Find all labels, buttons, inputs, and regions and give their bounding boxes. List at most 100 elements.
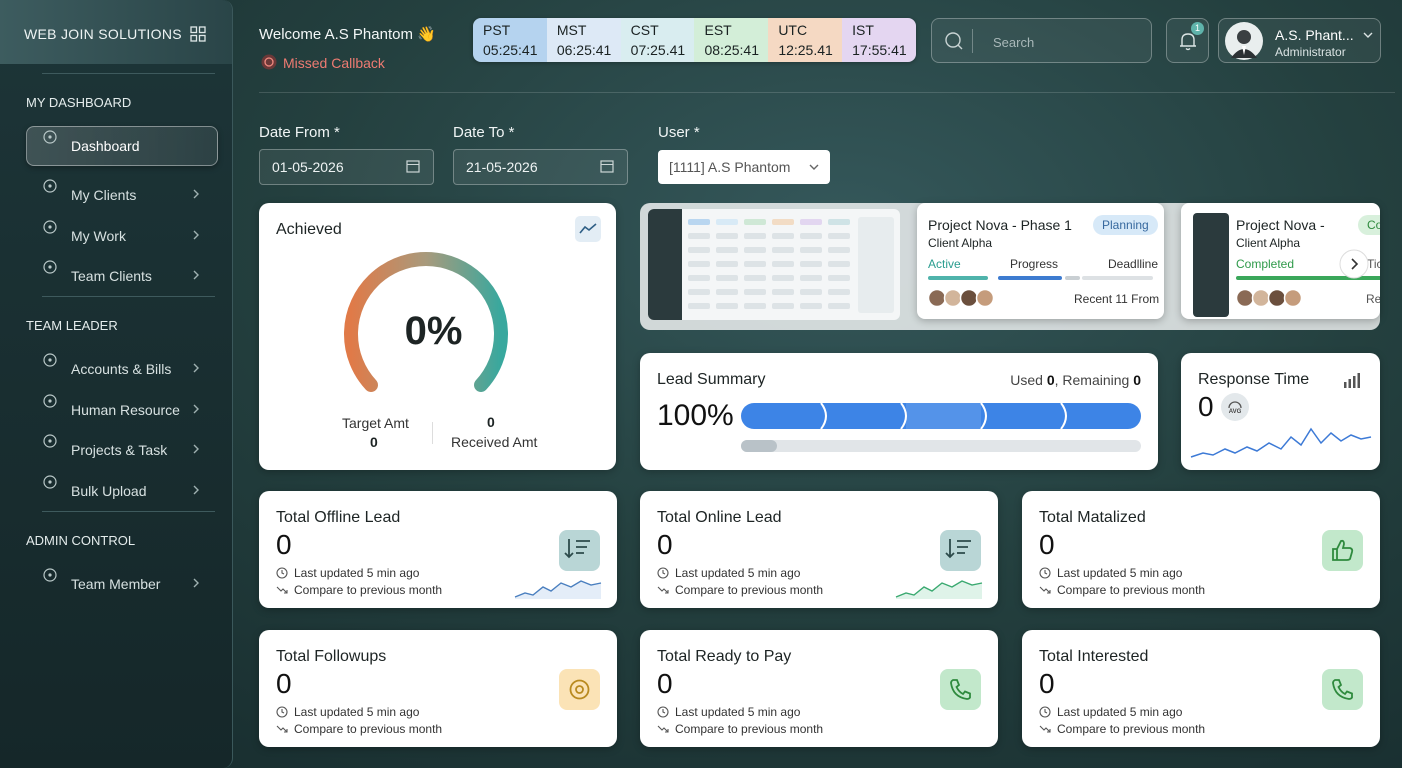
remaining-value: 0 [1133, 372, 1141, 388]
thumb-cell [828, 303, 850, 309]
icon-part [276, 567, 288, 579]
project-stage: Completed [1236, 257, 1295, 271]
icon-part [43, 220, 57, 234]
icon-part [1332, 679, 1353, 700]
search-box[interactable]: Search [931, 18, 1152, 63]
thumb-cell [744, 275, 766, 281]
nav-icon [43, 475, 57, 489]
icon-part [1039, 725, 1051, 733]
stat-updated: Last updated 5 min ago [294, 705, 420, 719]
filter-input[interactable]: 01-05-2026 [259, 149, 434, 185]
icon-part [896, 581, 982, 599]
nav-item[interactable]: Team Clients [71, 268, 152, 284]
nav-icon [43, 353, 57, 367]
nav-item[interactable]: My Work [71, 228, 126, 244]
clock-zone: IST [852, 22, 874, 38]
icon-part [569, 679, 590, 700]
stat-updated: Last updated 5 min ago [1057, 566, 1183, 580]
lead-progress [741, 402, 1141, 430]
thumb-cell [800, 289, 822, 295]
notification-button[interactable]: 1 [1166, 18, 1209, 63]
thumb-cell [716, 275, 738, 281]
calendar-icon [600, 160, 614, 173]
nav-icon [43, 260, 57, 274]
thumb-cell [744, 303, 766, 309]
icon-part [940, 530, 981, 571]
icon-part [43, 353, 57, 367]
stage-bar [1065, 276, 1080, 280]
lead-bar [741, 440, 1141, 452]
stat-sparkline [514, 580, 602, 599]
user-menu[interactable]: A.S. Phant... Administrator [1218, 18, 1381, 63]
stat-compare: Compare to previous month [294, 722, 443, 736]
clock-cell: CST 07:25.41 [620, 18, 695, 62]
clock-icon [276, 706, 288, 718]
icon-part [1044, 709, 1048, 714]
icon-part [281, 570, 285, 575]
icon-part [975, 288, 995, 308]
icon-part [1251, 288, 1271, 308]
chevron [1363, 32, 1373, 38]
stat-icon [940, 530, 981, 571]
used-value: 0 [1046, 372, 1055, 388]
icon-part [48, 358, 52, 362]
icon-part [959, 288, 979, 308]
icon-part [741, 440, 1141, 452]
filter-input[interactable]: [1111] A.S Phantom [658, 150, 830, 184]
divider [42, 296, 215, 297]
thumb-cell [772, 289, 794, 295]
clock-icon [1039, 706, 1051, 718]
icon-part [43, 179, 57, 193]
search-icon [945, 32, 963, 50]
filter-input[interactable]: 21-05-2026 [453, 149, 628, 185]
thumb-cell [744, 261, 766, 267]
clock-time: 06:25:41 [556, 42, 612, 58]
clock-icon [657, 567, 669, 579]
nav-icon [43, 434, 57, 448]
icon-part [43, 568, 57, 582]
icon-part [1267, 288, 1287, 308]
nav-item[interactable]: Dashboard [71, 138, 140, 154]
thumb-cell [772, 247, 794, 253]
icon-part [1242, 46, 1246, 55]
icon-part [1039, 586, 1051, 594]
nav-item[interactable]: Projects & Task [71, 442, 168, 458]
icon-part [741, 440, 777, 452]
project-status: Co [1358, 215, 1380, 235]
icon-part [1180, 33, 1196, 47]
achieved-card: Achieved 0% Target Amt 0 0 Received Amt [259, 203, 616, 470]
nav-item[interactable]: My Clients [71, 187, 137, 203]
response-card: Response Time 0 AVG [1181, 353, 1380, 470]
project-title: Project Nova - [1236, 217, 1325, 233]
project-thumb-mini [1193, 213, 1229, 317]
icon-part [43, 434, 57, 448]
header-divider [259, 92, 1395, 93]
nav-item[interactable]: Bulk Upload [71, 483, 147, 499]
nav-item[interactable]: Accounts & Bills [71, 361, 172, 377]
chevron [193, 230, 199, 240]
project-footer: Recent 11 From [1074, 292, 1160, 306]
chevron [193, 578, 199, 588]
thumb-panel [858, 217, 894, 313]
thumb-cell [688, 303, 710, 309]
thumb-cell [716, 289, 738, 295]
icon-part [48, 573, 52, 577]
avatar-group [1235, 288, 1303, 308]
icon-part [1237, 30, 1251, 44]
sidebar [0, 0, 233, 768]
nav-item[interactable]: Human Resource [71, 402, 180, 418]
avatar [1225, 22, 1263, 60]
stat-card: Total Interested 0 Last updated 5 min ago C… [1022, 630, 1380, 747]
missed-callback[interactable]: Missed Callback [283, 55, 385, 71]
thumb-cell [800, 303, 822, 309]
section-title: TEAM LEADER [26, 318, 118, 333]
trend-down-icon [1039, 725, 1051, 733]
nav-item[interactable]: Team Member [71, 576, 161, 592]
thumb-cell [800, 233, 822, 239]
thumb-cell [688, 247, 710, 253]
icon-part [344, 252, 508, 392]
filter-label: Date From * [259, 124, 340, 141]
stat-value: 0 [276, 668, 292, 699]
received-value: 0 [487, 414, 495, 430]
stat-title: Total Offline Lead [276, 509, 401, 526]
